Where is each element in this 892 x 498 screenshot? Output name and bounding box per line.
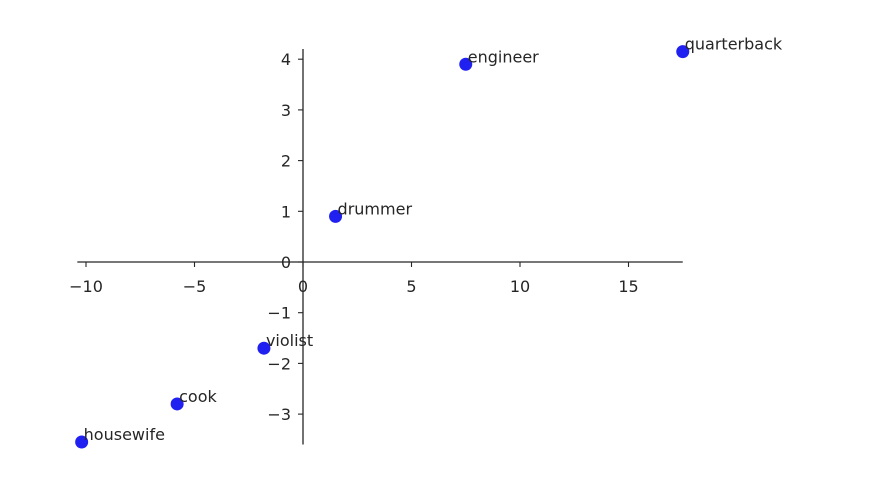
data-point (329, 209, 343, 223)
y-tick-label: 1 (281, 202, 291, 221)
y-axis-ticks: −3 −2 −1 0 1 2 3 4 (267, 50, 303, 424)
data-point (75, 435, 89, 449)
y-tick-label: −2 (267, 354, 291, 373)
data-points: quarterback engineer drummer violist cookhou… (75, 35, 783, 449)
x-axis-ticks: −10 −5 0 5 10 15 (69, 262, 639, 296)
x-tick-label: 5 (406, 277, 416, 296)
data-point (676, 45, 690, 59)
data-point-label: engineer (468, 47, 539, 66)
data-point-label: drummer (338, 199, 413, 218)
data-point-label: cook (179, 387, 217, 406)
data-point (459, 57, 473, 71)
y-tick-label: −1 (267, 304, 291, 323)
x-tick-label: 15 (618, 277, 638, 296)
data-point (170, 397, 184, 411)
x-tick-label: −5 (183, 277, 207, 296)
y-tick-label: −3 (267, 405, 291, 424)
data-point-label: quarterback (685, 35, 783, 54)
y-tick-label: 3 (281, 101, 291, 120)
data-point-label: violist (266, 331, 313, 350)
data-point (257, 341, 271, 355)
x-tick-label: 10 (510, 277, 530, 296)
x-tick-label: −10 (69, 277, 103, 296)
x-tick-label: 0 (298, 277, 308, 296)
y-tick-label: 0 (281, 253, 291, 272)
y-tick-label: 2 (281, 152, 291, 171)
data-point-label: housewife (84, 425, 165, 444)
axes (77, 49, 683, 445)
y-tick-label: 4 (281, 50, 291, 69)
